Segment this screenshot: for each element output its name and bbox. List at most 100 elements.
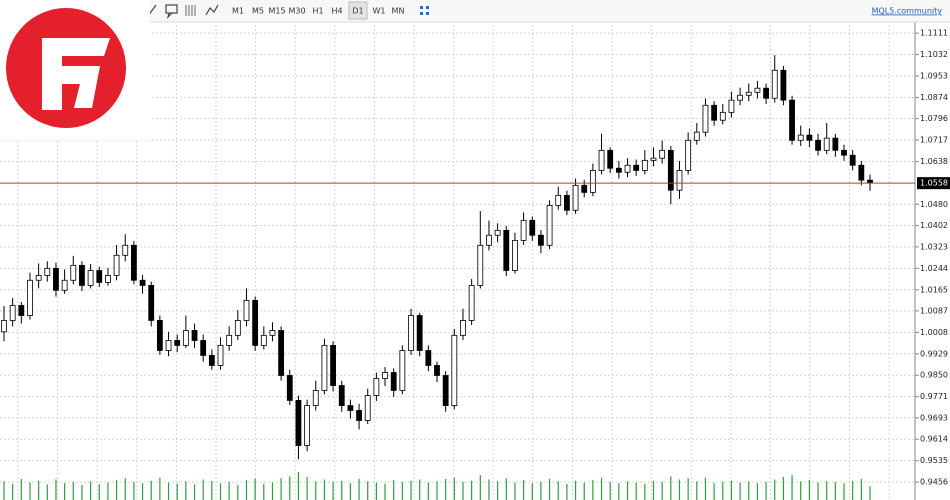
timeframe-button[interactable]: D1 [352, 7, 363, 16]
volume-bar [254, 478, 256, 500]
volume-bar [826, 481, 828, 500]
candle-body [70, 264, 77, 281]
timeframe-button[interactable]: M30 [288, 7, 305, 16]
y-tick-label: 1.0244 [920, 264, 948, 273]
y-tick-label: 1.1032 [920, 50, 948, 59]
plot-area: 1.1111 1.1032 1.0953 1.0874 1.0796 1.0717 1.06… [0, 22, 950, 500]
candle-body [408, 315, 414, 351]
volume-bar [3, 481, 5, 500]
candle-body [468, 285, 475, 321]
candle-body [18, 305, 25, 316]
candle-body [555, 194, 562, 206]
candle-body [546, 204, 553, 246]
candle-body [745, 91, 752, 96]
fibo-tool[interactable] [185, 5, 196, 16]
timeframe-button[interactable]: H1 [312, 7, 323, 16]
volume-bar [445, 478, 447, 500]
candle-body [737, 94, 743, 101]
volume-bar [427, 482, 429, 500]
volume-bar [687, 478, 689, 500]
volume-bar [670, 476, 672, 500]
timeframe-button[interactable]: M5 [252, 7, 264, 16]
candle-body [615, 167, 622, 173]
candle-body [841, 149, 847, 156]
candle-body [797, 134, 804, 141]
volume-bar [393, 480, 395, 500]
candle-body [390, 372, 397, 391]
candle-body [676, 170, 683, 191]
candle-body [832, 137, 839, 151]
timeframe-button[interactable]: H4 [331, 7, 342, 16]
timeframe-button[interactable]: M15 [268, 7, 285, 16]
candle-body [208, 355, 215, 366]
candle-body [434, 365, 440, 376]
volume-bar [323, 479, 326, 500]
volume-bar [817, 482, 819, 500]
candle-body [641, 159, 648, 171]
volume-bar [548, 478, 551, 500]
volume-bar [211, 480, 213, 500]
candle-body [338, 385, 345, 406]
volume-bar [90, 481, 92, 500]
candle-body [849, 154, 856, 166]
volume-bar [462, 481, 464, 500]
y-tick-label: 0.9535 [920, 456, 948, 465]
y-tick-label: 1.0087 [920, 306, 948, 315]
volume-bar [141, 483, 144, 500]
volume-bar [713, 483, 715, 500]
candle-body [61, 279, 68, 291]
candle-body [182, 330, 189, 346]
candle-body [148, 285, 155, 321]
volume-bar [280, 478, 282, 500]
elliott-tool[interactable] [205, 4, 219, 16]
volume-bar [436, 481, 438, 500]
candle-body [105, 274, 111, 283]
candle-body [858, 164, 865, 181]
volume-bar [167, 482, 170, 500]
volume-bar [185, 481, 187, 500]
candle-body [477, 244, 484, 286]
candle-body [520, 219, 527, 241]
volume-bar [739, 482, 741, 500]
candle-body [607, 149, 614, 169]
candle-body [486, 234, 492, 246]
y-tick-label: 1.0874 [920, 93, 948, 102]
candle-body [494, 229, 501, 236]
volume-bar [419, 479, 421, 500]
toolbar [0, 0, 950, 22]
volume-bar [626, 481, 629, 500]
candle-body [382, 372, 388, 379]
volume-bar [531, 483, 533, 500]
volume-bar [375, 482, 377, 500]
candle-body [754, 87, 761, 93]
y-tick-label: 0.9929 [920, 349, 948, 358]
volume-bar [471, 480, 473, 500]
volume-bar [332, 481, 334, 500]
candle-body [234, 320, 241, 336]
candle-body [719, 111, 726, 121]
volume-bar [245, 480, 248, 500]
volume-bar [540, 481, 542, 500]
candle-body [122, 244, 129, 256]
mql5-link[interactable]: MQL5.community [872, 7, 943, 16]
candle-body [581, 184, 588, 193]
timeframe-button[interactable]: MN [392, 7, 405, 16]
candle-body [512, 239, 518, 271]
timeframe-button[interactable]: M1 [232, 7, 244, 16]
candle-body [356, 410, 362, 421]
volume-bar [228, 481, 230, 500]
candle-body [347, 405, 354, 411]
volume-bar [852, 480, 854, 500]
candle-body [564, 194, 570, 211]
volume-bar [574, 480, 577, 500]
fit-icon[interactable] [420, 6, 429, 15]
volume-bar [523, 480, 525, 500]
y-tick-label: 1.1111 [920, 29, 948, 38]
volume-bar [176, 483, 178, 500]
volume-bar [159, 477, 161, 500]
timeframe-button[interactable]: W1 [373, 7, 386, 16]
volume-bar [20, 478, 22, 500]
candle-body [693, 131, 700, 141]
volume-bar [237, 485, 239, 500]
